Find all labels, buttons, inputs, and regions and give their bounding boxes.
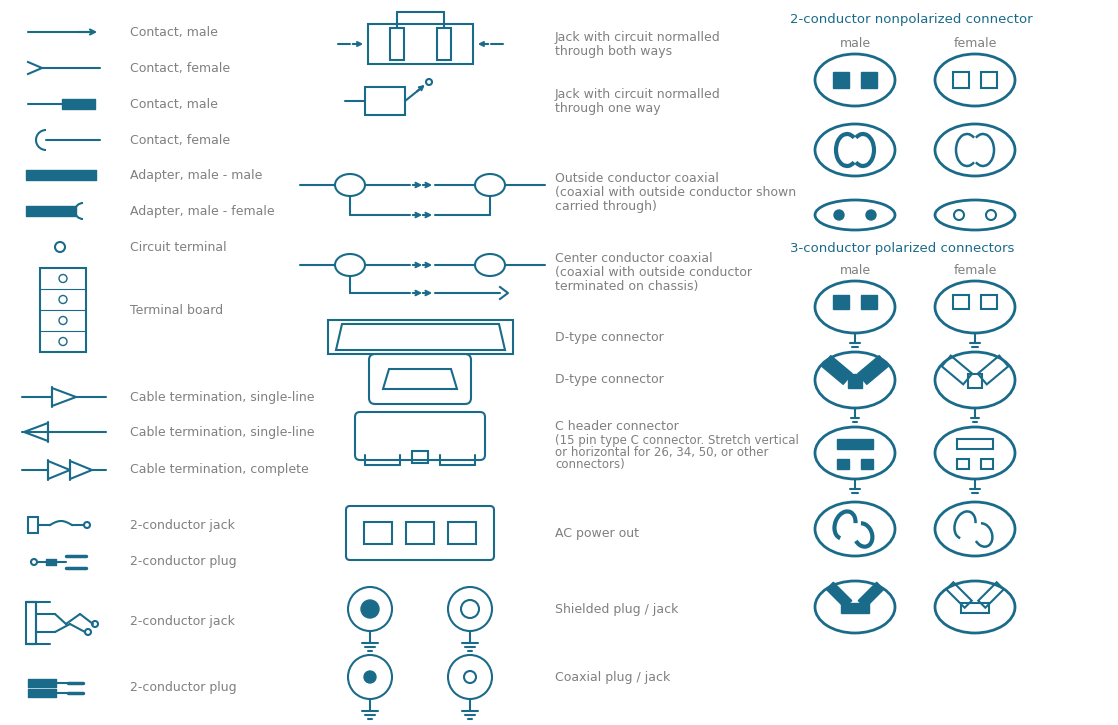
Text: Cable termination, single-line: Cable termination, single-line: [130, 391, 314, 404]
Bar: [364, 87, 405, 115]
Bar: [861, 295, 877, 309]
Bar: [28, 517, 38, 533]
Polygon shape: [822, 356, 852, 384]
Bar: [328, 320, 513, 354]
Polygon shape: [826, 582, 852, 608]
Polygon shape: [858, 356, 888, 384]
Text: 2-conductor plug: 2-conductor plug: [130, 682, 237, 695]
Bar: [968, 374, 982, 388]
Circle shape: [364, 671, 376, 683]
Text: through both ways: through both ways: [555, 44, 672, 57]
Bar: [837, 439, 873, 449]
Bar: [448, 522, 476, 544]
Text: 2-conductor jack: 2-conductor jack: [130, 616, 235, 629]
Text: Circuit terminal: Circuit terminal: [130, 241, 227, 254]
Bar: [861, 72, 877, 88]
Text: 3-conductor polarized connectors: 3-conductor polarized connectors: [790, 241, 1014, 254]
Text: Jack with circuit normalled: Jack with circuit normalled: [555, 30, 721, 44]
Text: D-type connector: D-type connector: [555, 331, 664, 344]
Bar: [957, 459, 969, 469]
Bar: [953, 72, 969, 88]
Text: 2-conductor nonpolarized connector: 2-conductor nonpolarized connector: [790, 12, 1033, 25]
Text: female: female: [954, 36, 996, 49]
Text: terminated on chassis): terminated on chassis): [555, 280, 699, 292]
Text: D-type connector: D-type connector: [555, 373, 664, 386]
Text: (coaxial with outside conductor shown: (coaxial with outside conductor shown: [555, 186, 796, 199]
Text: female: female: [954, 263, 996, 276]
Bar: [437, 28, 451, 60]
Bar: [861, 459, 873, 469]
Bar: [390, 28, 404, 60]
Bar: [847, 374, 862, 388]
Bar: [406, 522, 434, 544]
Bar: [957, 439, 993, 449]
Circle shape: [834, 210, 844, 220]
Bar: [980, 295, 997, 309]
Text: or horizontal for 26, 34, 50, or other: or horizontal for 26, 34, 50, or other: [555, 445, 768, 458]
Text: Adapter, male - female: Adapter, male - female: [130, 204, 275, 218]
Text: Jack with circuit normalled: Jack with circuit normalled: [555, 88, 721, 101]
Text: male: male: [840, 263, 871, 276]
Text: Coaxial plug / jack: Coaxial plug / jack: [555, 671, 671, 684]
Bar: [841, 603, 869, 613]
Text: C header connector: C header connector: [555, 420, 679, 433]
Text: Contact, female: Contact, female: [130, 62, 230, 75]
Text: Cable termination, complete: Cable termination, complete: [130, 463, 309, 476]
Bar: [368, 24, 473, 64]
Text: 2-conductor plug: 2-conductor plug: [130, 555, 237, 568]
Circle shape: [361, 600, 379, 618]
Polygon shape: [859, 582, 883, 608]
Bar: [837, 459, 849, 469]
Bar: [26, 602, 36, 644]
Text: male: male: [840, 36, 871, 49]
Circle shape: [866, 210, 877, 220]
Text: through one way: through one way: [555, 102, 661, 115]
Text: Cable termination, single-line: Cable termination, single-line: [130, 426, 314, 439]
Text: Contact, female: Contact, female: [130, 133, 230, 146]
Text: (15 pin type C connector. Stretch vertical: (15 pin type C connector. Stretch vertic…: [555, 434, 799, 447]
Bar: [364, 522, 392, 544]
Text: Shielded plug / jack: Shielded plug / jack: [555, 602, 679, 616]
Text: AC power out: AC power out: [555, 526, 639, 539]
Text: Center conductor coaxial: Center conductor coaxial: [555, 252, 712, 265]
Text: Contact, male: Contact, male: [130, 25, 218, 38]
Bar: [953, 295, 969, 309]
Text: Outside conductor coaxial: Outside conductor coaxial: [555, 172, 719, 184]
Text: Adapter, male - male: Adapter, male - male: [130, 168, 263, 181]
Bar: [980, 459, 993, 469]
Text: connectors): connectors): [555, 457, 625, 471]
Text: carried through): carried through): [555, 199, 657, 212]
Bar: [413, 451, 428, 463]
Text: 2-conductor jack: 2-conductor jack: [130, 518, 235, 531]
Text: Contact, male: Contact, male: [130, 97, 218, 110]
Text: Terminal board: Terminal board: [130, 304, 224, 317]
Bar: [833, 295, 849, 309]
Bar: [833, 72, 849, 88]
Bar: [40, 268, 86, 352]
Text: (coaxial with outside conductor: (coaxial with outside conductor: [555, 265, 752, 278]
Bar: [980, 72, 997, 88]
Bar: [961, 603, 989, 613]
